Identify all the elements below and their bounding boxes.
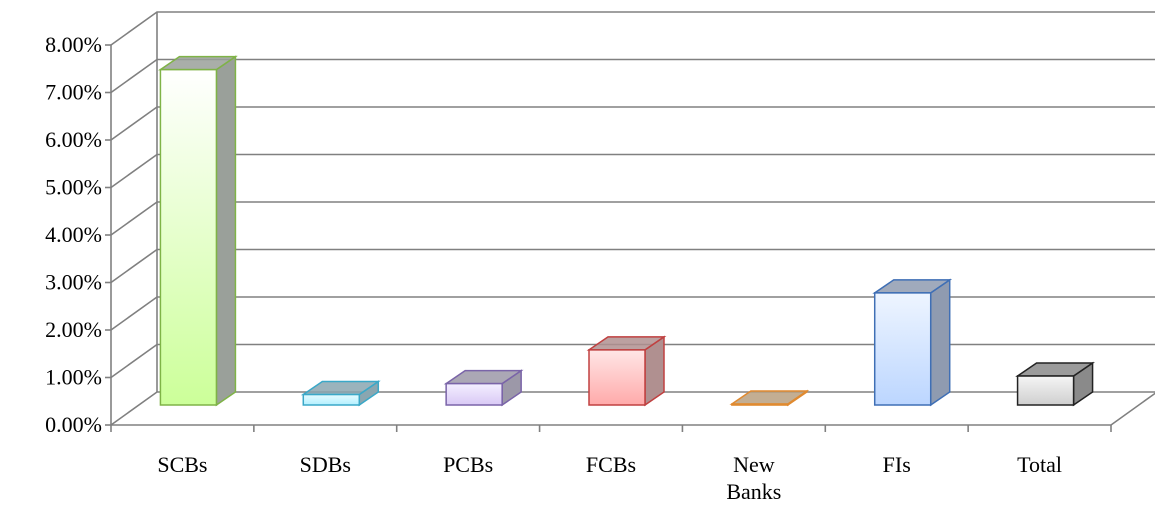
- x-tick-label: SDBs: [300, 452, 351, 477]
- y-tick-label: 2.00%: [45, 317, 102, 342]
- y-tick-label: 0.00%: [45, 412, 102, 437]
- x-tick-label: PCBs: [443, 452, 493, 477]
- gridline: [110, 296, 1155, 331]
- bar-pcbs: [443, 369, 524, 407]
- gridline: [110, 58, 1155, 94]
- gridline: [110, 248, 1155, 284]
- bar-top: [729, 390, 810, 405]
- bar-front: [588, 349, 646, 406]
- y-tick-label: 3.00%: [45, 270, 102, 295]
- gridline: [110, 201, 1155, 236]
- bars-layer: [158, 55, 1095, 407]
- bar-front: [1016, 375, 1075, 406]
- x-tick-label: FIs: [883, 452, 911, 477]
- y-tick-label: 6.00%: [45, 127, 102, 152]
- y-tick-label: 5.00%: [45, 175, 102, 200]
- gridline: [110, 106, 1155, 141]
- bar-front: [873, 292, 932, 406]
- bar-front: [302, 393, 361, 406]
- x-axis-ticks: SCBs SDBs PCBs FCBs New Banks FIs Total: [110, 425, 1112, 504]
- bar-side: [929, 278, 951, 407]
- y-axis-ticks: 0.00% 1.00% 2.00% 3.00% 4.00% 5.00% 6.00% 7.00%…: [45, 32, 111, 437]
- x-tick-label: New Banks: [726, 452, 781, 504]
- x-tick-label: SCBs: [157, 452, 207, 477]
- bar-scbs: [158, 55, 238, 407]
- gridline: [110, 153, 1155, 189]
- bar-total: [1015, 361, 1095, 407]
- bar-sdbs: [300, 380, 381, 407]
- bar-new-banks: [729, 389, 810, 407]
- gridline: [110, 11, 1155, 46]
- grid-layer: [110, 11, 1155, 426]
- y-tick-label: 7.00%: [45, 80, 102, 105]
- bar-side: [215, 55, 237, 407]
- bar-front: [445, 382, 503, 406]
- bar-front: [159, 68, 218, 406]
- bar-fis: [872, 278, 953, 407]
- y-tick-label: 4.00%: [45, 222, 102, 247]
- x-tick-label: FCBs: [586, 452, 636, 477]
- bar-front: [731, 403, 789, 406]
- y-tick-label: 1.00%: [45, 365, 102, 390]
- y-tick-label: 8.00%: [45, 32, 102, 57]
- bar-fcbs: [586, 335, 667, 407]
- x-tick-label: Total: [1017, 452, 1062, 477]
